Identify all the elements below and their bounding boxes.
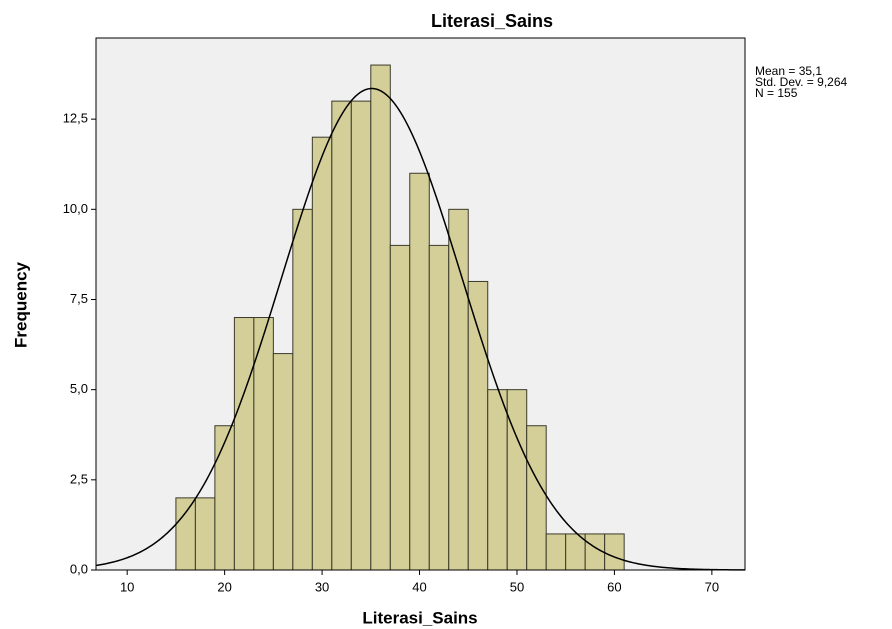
bar: [370, 64, 391, 571]
x-tick-label: 30: [315, 579, 329, 594]
y-axis-label: Frequency: [11, 261, 30, 348]
bar: [331, 100, 352, 571]
stat-label: N = 155: [755, 86, 798, 100]
plot-border: [95, 37, 746, 571]
bar: [214, 425, 235, 571]
normal-curve: [95, 87, 746, 571]
x-tick-label: 70: [705, 579, 719, 594]
bar: [389, 244, 411, 571]
bar: [292, 208, 313, 571]
bar: [350, 100, 372, 571]
bar: [311, 136, 333, 571]
x-tick-label: 40: [412, 579, 426, 594]
bar: [448, 208, 469, 571]
bar: [467, 280, 489, 571]
stat-label: Mean = 35,1: [755, 64, 822, 78]
y-tick-label: 7,5: [70, 291, 88, 306]
bar: [526, 425, 547, 571]
bar: [545, 533, 567, 571]
x-tick-label: 10: [120, 579, 134, 594]
x-axis-label: Literasi_Sains: [362, 608, 477, 627]
bar: [409, 172, 430, 571]
bar: [506, 389, 528, 571]
y-tick-label: 0,0: [70, 561, 88, 576]
bar: [175, 497, 196, 571]
bar: [604, 533, 625, 571]
stat-label: Std. Dev. = 9,264: [755, 75, 847, 89]
x-tick-label: 60: [607, 579, 621, 594]
bar: [233, 317, 255, 571]
bar: [272, 353, 294, 571]
bar: [428, 244, 450, 571]
y-tick-label: 2,5: [70, 471, 88, 486]
chart-title: Literasi_Sains: [431, 11, 553, 31]
bar: [194, 497, 216, 571]
bar: [487, 389, 508, 571]
y-tick-label: 12,5: [63, 111, 88, 126]
x-tick-label: 50: [510, 579, 524, 594]
y-tick-label: 5,0: [70, 381, 88, 396]
y-tick-label: 10,0: [63, 201, 88, 216]
x-tick-label: 20: [217, 579, 231, 594]
bar: [565, 533, 586, 571]
